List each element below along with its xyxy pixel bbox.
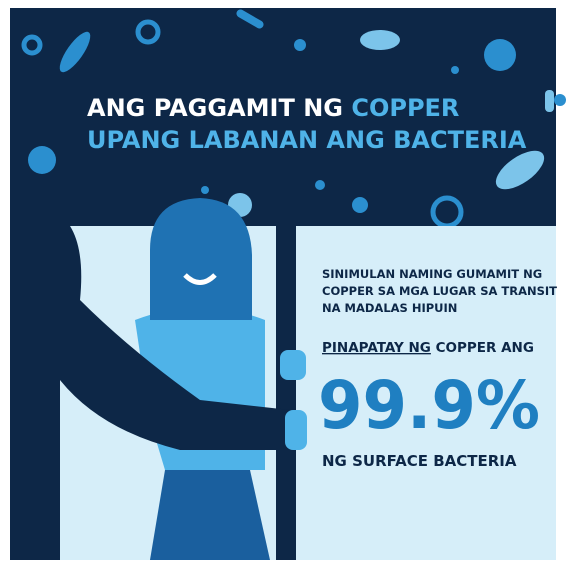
stat-caption: NG SURFACE BACTERIA <box>322 452 517 470</box>
title: ANG PAGGAMIT NG COPPER <box>87 94 459 122</box>
text-part: PINAPATAY NG <box>322 340 431 356</box>
text-part: COPPER ANG <box>436 340 534 356</box>
infographic: ANG PAGGAMIT NG COPPER UPANG LABANAN ANG… <box>0 0 566 569</box>
intro-line: NA MADALAS HIPUIN <box>322 301 457 315</box>
kills-line: PINAPATAY NG COPPER ANG <box>322 340 534 356</box>
title: UPANG LABANAN ANG BACTERIA <box>87 126 527 154</box>
stat: 99.9% <box>318 367 540 444</box>
text-part: ANG PAGGAMIT NG <box>87 94 343 122</box>
intro-line: COPPER SA MGA LUGAR SA TRANSIT <box>322 284 557 298</box>
text-part: COPPER <box>351 94 459 122</box>
intro-line: SINIMULAN NAMING GUMAMIT NG <box>322 267 542 281</box>
